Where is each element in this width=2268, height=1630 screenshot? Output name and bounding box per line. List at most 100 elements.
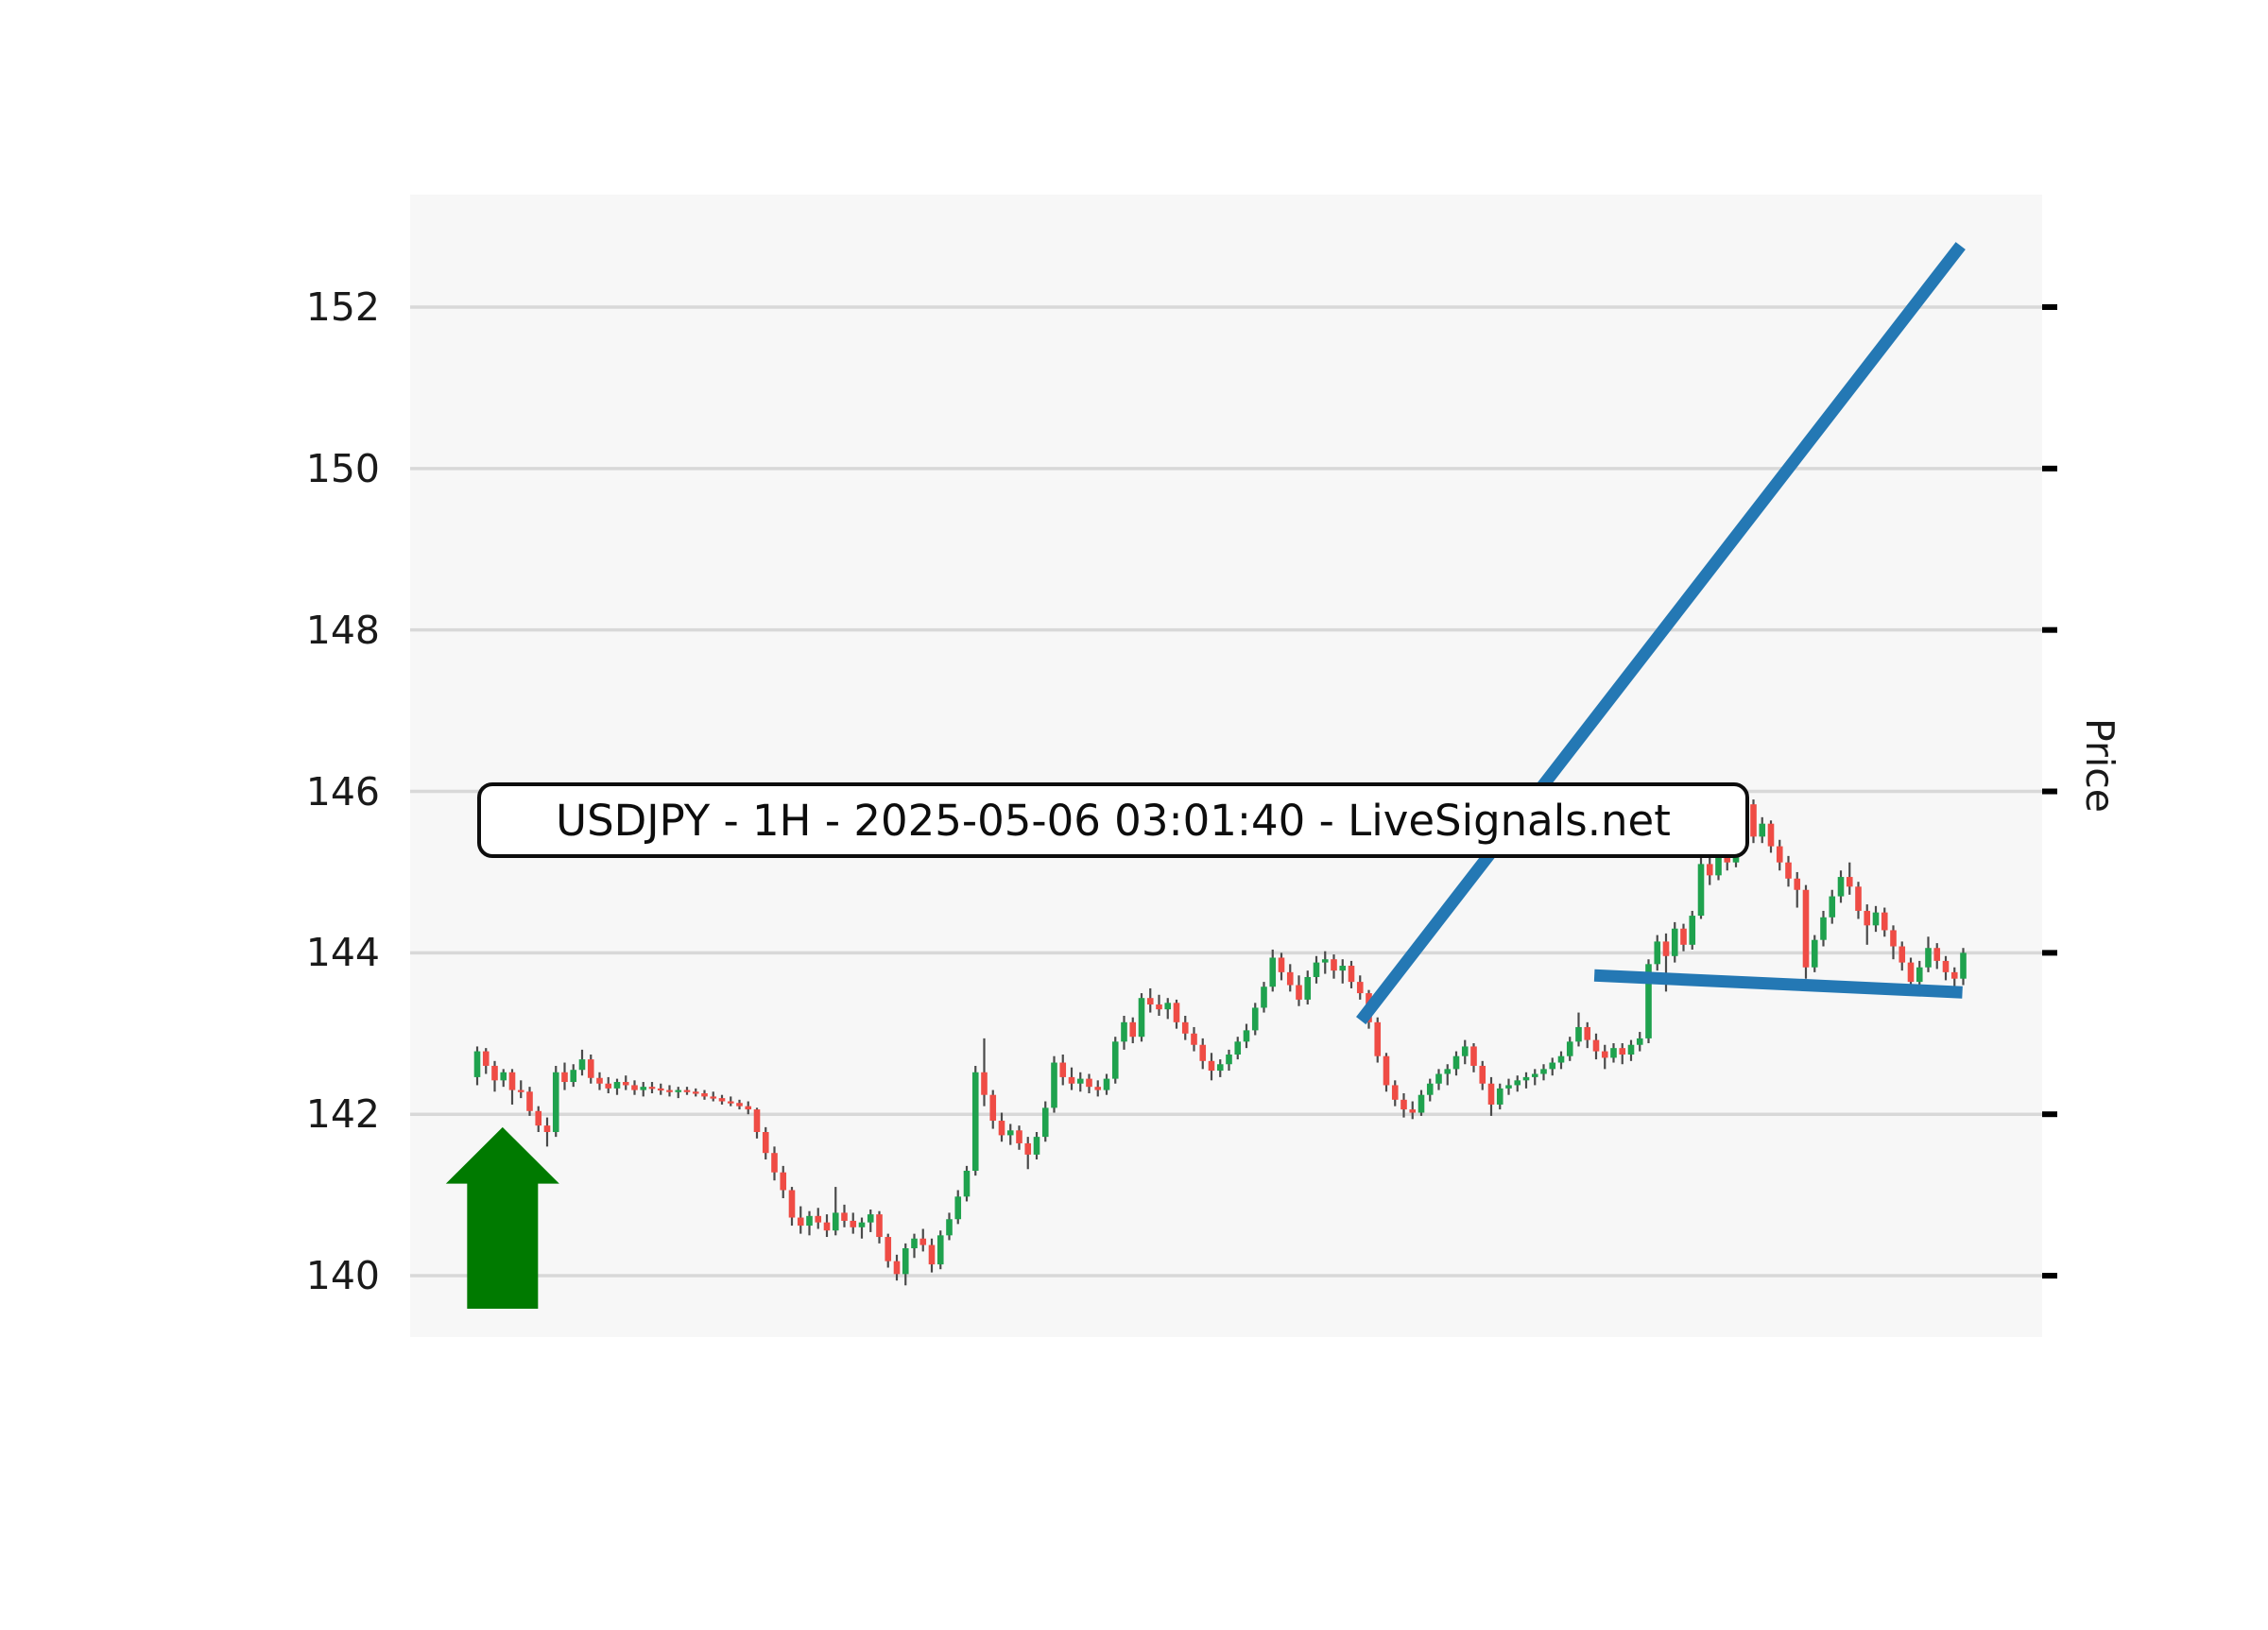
candle-down <box>622 1082 629 1086</box>
candle-down <box>736 1103 743 1107</box>
candle-up <box>867 1214 874 1223</box>
candle-down <box>1767 823 1775 847</box>
candle-up <box>500 1072 507 1081</box>
candle-down <box>928 1244 936 1265</box>
candle-down <box>1348 966 1355 983</box>
y-tick-label: 150 <box>305 445 380 491</box>
candle-up <box>1243 1030 1250 1042</box>
y-axis-tick-mark <box>2042 788 2057 795</box>
y-axis-tick-mark <box>2042 1111 2057 1118</box>
candle-up <box>1531 1073 1538 1077</box>
candle-down <box>1950 971 1958 979</box>
candle-down <box>508 1072 516 1090</box>
candle-up <box>1820 917 1827 940</box>
candle-down <box>1409 1109 1417 1113</box>
candle-up <box>1575 1026 1582 1042</box>
candle-up <box>552 1072 559 1132</box>
candle-down <box>1208 1060 1215 1072</box>
candle-down <box>762 1131 769 1154</box>
candle-down <box>1181 1021 1189 1034</box>
candle-down <box>1601 1051 1608 1058</box>
candle-down <box>543 1125 551 1132</box>
candle-down <box>1942 960 1950 972</box>
candle-down <box>1706 864 1713 876</box>
candle-up <box>675 1090 682 1092</box>
candle-up <box>1636 1038 1643 1045</box>
candle-down <box>1881 912 1888 931</box>
candle-up <box>1269 957 1277 987</box>
candle-up <box>1076 1078 1084 1084</box>
y-axis-tick-mark <box>2042 1273 2057 1279</box>
candle-down <box>596 1077 603 1084</box>
candle-down <box>1662 941 1670 956</box>
candle-up <box>570 1070 577 1083</box>
candle-down <box>1374 1021 1382 1056</box>
candle-down <box>823 1222 831 1231</box>
candle-up <box>971 1072 979 1171</box>
candle-up <box>936 1235 944 1265</box>
candle-up <box>578 1059 586 1071</box>
up-arrow-annotation <box>445 1126 559 1310</box>
candle-down <box>491 1065 498 1081</box>
y-tick-label: 146 <box>305 768 380 815</box>
candle-up <box>1829 896 1836 918</box>
candle-up <box>806 1215 813 1227</box>
candle-down <box>745 1106 752 1110</box>
candle-up <box>1540 1069 1547 1074</box>
candle-down <box>1278 957 1285 972</box>
candle-down <box>727 1101 734 1104</box>
candle-up <box>1444 1069 1452 1074</box>
candle-down <box>1331 959 1337 971</box>
candle-down <box>1750 804 1757 837</box>
candle-down <box>841 1212 848 1221</box>
candle-down <box>561 1072 568 1083</box>
candle-up <box>1811 939 1818 968</box>
candle-up <box>1671 928 1678 956</box>
candle-down <box>998 1121 1005 1136</box>
candle-down <box>631 1085 638 1090</box>
candle-up <box>1261 987 1267 1008</box>
candle-up <box>1654 941 1661 965</box>
candle-down <box>1855 886 1862 911</box>
candle-up <box>832 1212 839 1231</box>
candle-down <box>526 1091 533 1111</box>
candle-down <box>1899 946 1906 963</box>
candle-up <box>1916 967 1923 983</box>
candle-up <box>902 1247 909 1275</box>
candle-down <box>815 1215 822 1223</box>
candle-up <box>954 1196 962 1220</box>
candle-up <box>1321 959 1329 963</box>
candle-down <box>666 1090 673 1092</box>
candle-up <box>1138 998 1145 1038</box>
candle-up <box>858 1222 866 1227</box>
candle-up <box>946 1219 953 1236</box>
candle-up <box>1251 1007 1259 1031</box>
candle-up <box>1041 1107 1049 1138</box>
candle-down <box>1094 1087 1102 1090</box>
candle-up <box>1715 849 1722 876</box>
candle-up <box>1960 952 1967 979</box>
candle-up <box>1304 976 1312 1000</box>
flat-support-line <box>1593 969 1963 999</box>
y-tick-label: 144 <box>305 930 380 976</box>
y-tick-label: 142 <box>305 1091 380 1138</box>
candle-up <box>1759 823 1766 837</box>
candle-down <box>780 1172 787 1191</box>
candle-up <box>1103 1078 1110 1090</box>
candle-up <box>1689 916 1696 945</box>
candle-down <box>1086 1078 1092 1088</box>
candle-down <box>1400 1099 1407 1110</box>
candle-up <box>1226 1054 1232 1065</box>
candle-up <box>1461 1046 1469 1056</box>
candle-up <box>1496 1088 1503 1105</box>
candle-up <box>1505 1085 1512 1089</box>
candle-down <box>535 1110 542 1126</box>
candle-down <box>701 1092 708 1097</box>
candle-down <box>1933 948 1941 961</box>
candle-down <box>692 1091 699 1094</box>
candle-down <box>1794 878 1801 890</box>
candle-down <box>1024 1142 1032 1155</box>
candle-down <box>876 1214 883 1238</box>
candle-down <box>753 1109 761 1132</box>
candle-down <box>1391 1085 1399 1100</box>
